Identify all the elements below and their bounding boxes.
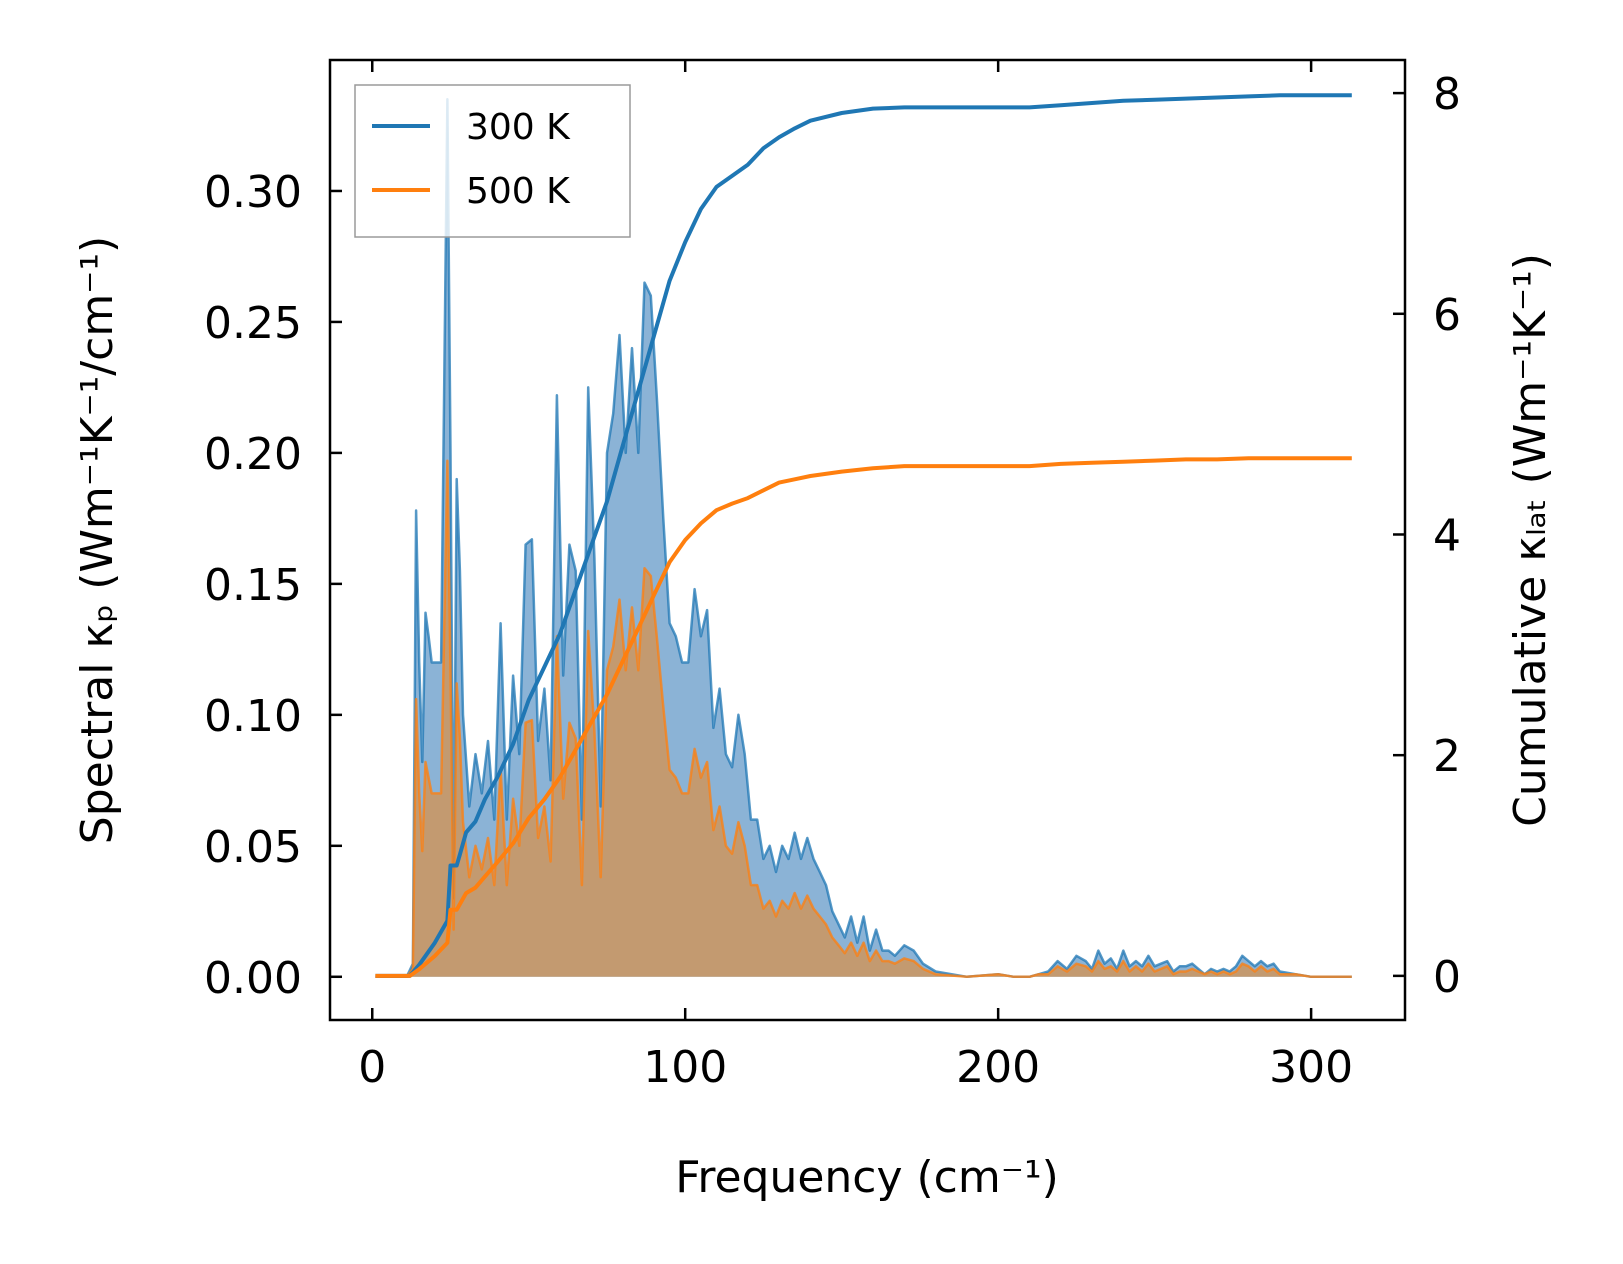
y-left-tick-label: 0.20	[204, 429, 302, 480]
series-layer	[375, 93, 1352, 979]
legend-label-300k: 300 K	[466, 107, 571, 148]
x-tick-label: 200	[956, 1042, 1040, 1093]
plot-frame	[328, 58, 1407, 1022]
legend: 300 K 500 K	[354, 84, 631, 238]
y-right-tick-label: 2	[1433, 731, 1461, 782]
y-left-tick-label: 0.10	[204, 691, 302, 742]
x-axis-title: Frequency (cm⁻¹)	[675, 1152, 1059, 1203]
legend-box	[354, 84, 631, 238]
y-right-tick-label: 8	[1433, 69, 1461, 120]
y-axis-left-title: Spectral κₚ (Wm⁻¹K⁻¹/cm⁻¹)	[72, 236, 123, 844]
y-left-tick-label: 0.25	[204, 298, 302, 349]
y-left-tick-label: 0.15	[204, 560, 302, 611]
cumulative-500k-line	[375, 456, 1352, 978]
y-right-tick-label: 0	[1433, 952, 1461, 1003]
y-left-tick-label: 0.00	[204, 953, 302, 1004]
y-axis-right-title: Cumulative κₗₐₜ (Wm⁻¹K⁻¹)	[1505, 253, 1556, 827]
spectral-500k-line	[375, 459, 1352, 979]
y-left-tick-label: 0.30	[204, 167, 302, 218]
y-right-tick-label: 4	[1433, 510, 1461, 561]
cumulative-300k-line	[375, 93, 1352, 978]
ticks-layer: 0 100 200 300 0.00 0.05 0.10 0.15 0.20 0.25 0.30 0 2…	[204, 60, 1461, 1093]
legend-label-500k: 500 K	[466, 171, 571, 212]
x-tick-label: 300	[1269, 1042, 1353, 1093]
y-left-tick-label: 0.05	[204, 822, 302, 873]
x-tick-label: 0	[358, 1042, 386, 1093]
spectral-500k-area	[375, 460, 1352, 977]
spectral-300k-line	[375, 98, 1352, 979]
x-tick-label: 100	[643, 1042, 727, 1093]
y-right-tick-label: 6	[1433, 290, 1461, 341]
